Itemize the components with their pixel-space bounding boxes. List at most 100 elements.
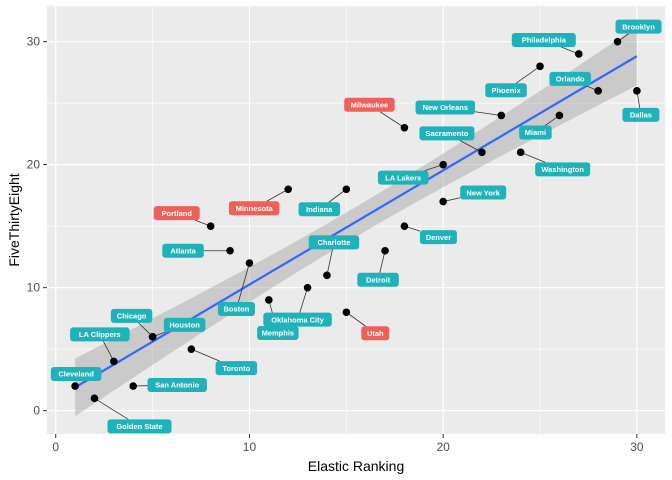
leader-line <box>515 65 541 84</box>
label-box <box>228 201 280 216</box>
label-text: Brooklyn <box>622 22 655 31</box>
data-point <box>71 382 79 390</box>
point-label: Denver <box>419 230 457 245</box>
label-box <box>511 32 576 47</box>
label-text: Washington <box>541 165 584 174</box>
x-tick-label: 20 <box>436 440 450 454</box>
data-point <box>594 87 602 95</box>
label-text: Oklahoma City <box>271 315 324 324</box>
leader-line <box>379 111 405 129</box>
label-box <box>361 326 390 341</box>
trend-line <box>74 55 638 389</box>
data-point <box>90 394 99 403</box>
point-label: Washington <box>535 162 591 177</box>
leader-line <box>326 249 333 276</box>
point-label: New York <box>460 185 507 200</box>
y-axis-title: FiveThirtyEight <box>6 173 22 266</box>
point-label: Cleveland <box>50 367 102 382</box>
point-label: Boston <box>217 302 255 317</box>
label-text: Golden State <box>116 422 162 431</box>
data-point <box>323 271 331 280</box>
point-label: Charlotte <box>308 235 360 250</box>
major-grid <box>47 6 665 434</box>
data-point <box>497 111 506 120</box>
leader-line <box>266 188 289 202</box>
point-label: Golden State <box>107 419 172 434</box>
label-box <box>615 19 662 34</box>
leader-line <box>299 287 308 313</box>
point-label: Portland <box>153 206 200 221</box>
label-box <box>308 235 360 250</box>
label-box <box>357 272 399 287</box>
data-point <box>148 333 157 341</box>
label-text: Memphis <box>262 329 295 338</box>
y-tick-label: 10 <box>27 281 41 295</box>
point-label: Houston <box>163 317 206 332</box>
y-tick-label: 20 <box>27 158 41 172</box>
data-point <box>187 345 196 353</box>
point-label: Milwaukee <box>344 97 395 112</box>
point-label: Sacramento <box>419 126 475 141</box>
label-text: Detroit <box>366 275 391 284</box>
label-box <box>107 419 172 434</box>
data-point <box>478 148 486 157</box>
label-text: LA Lakers <box>385 173 421 182</box>
data-point <box>303 283 312 292</box>
label-box <box>153 206 200 221</box>
point-label: Philadelphia <box>511 32 576 47</box>
label-text: New Orleans <box>423 103 468 112</box>
leader-line <box>238 262 250 303</box>
x-axis-ticks: 0 10 20 30 <box>52 434 644 454</box>
label-text: San Antonio <box>155 381 199 390</box>
label-text: Portland <box>161 209 192 218</box>
y-tick-label: 30 <box>27 35 41 49</box>
label-box <box>519 125 552 140</box>
label-text: Dallas <box>630 111 652 120</box>
label-text: Orlando <box>556 75 585 84</box>
label-text: Cleveland <box>58 370 94 379</box>
data-point <box>342 308 351 317</box>
point-label: New Orleans <box>415 100 476 115</box>
data-points <box>71 37 641 403</box>
data-point <box>226 246 234 255</box>
label-box <box>147 378 207 393</box>
point-label: Phoenix <box>485 83 527 98</box>
point-label: LA Lakers <box>377 170 429 185</box>
point-label: Chicago <box>110 308 153 323</box>
point-label: Dallas <box>622 107 660 122</box>
point-label: Minnesota <box>228 201 280 216</box>
point-label: Utah <box>361 326 390 341</box>
data-point <box>633 87 641 95</box>
x-tick-label: 0 <box>52 440 59 454</box>
leader-line <box>346 311 366 327</box>
label-text: Minnesota <box>236 204 274 213</box>
label-box <box>162 243 204 258</box>
data-point <box>129 382 138 390</box>
label-box <box>549 71 591 86</box>
label-box <box>344 97 395 112</box>
data-point <box>439 197 447 206</box>
label-text: Atlanta <box>170 246 196 255</box>
data-point <box>206 222 215 230</box>
point-label: Miami <box>519 125 552 140</box>
point-label: Indiana <box>298 202 341 217</box>
leader-line <box>94 397 129 420</box>
label-text: Chicago <box>117 312 147 321</box>
label-text: Denver <box>426 233 452 242</box>
point-label: San Antonio <box>147 378 207 393</box>
label-box <box>419 126 475 141</box>
label-text: Houston <box>169 321 200 330</box>
data-point <box>536 62 544 71</box>
data-point <box>284 185 292 194</box>
leader-line <box>520 151 546 163</box>
leader-line <box>474 111 502 116</box>
label-text: Charlotte <box>317 238 350 247</box>
point-label: Orlando <box>549 71 591 86</box>
point-label: Oklahoma City <box>263 312 332 327</box>
point-label: Toronto <box>215 361 258 376</box>
label-text: Sacramento <box>425 129 468 138</box>
label-text: Philadelphia <box>522 36 567 45</box>
y-tick-label: 0 <box>33 404 40 418</box>
point-label: Brooklyn <box>615 19 662 34</box>
label-text: Boston <box>224 305 250 314</box>
